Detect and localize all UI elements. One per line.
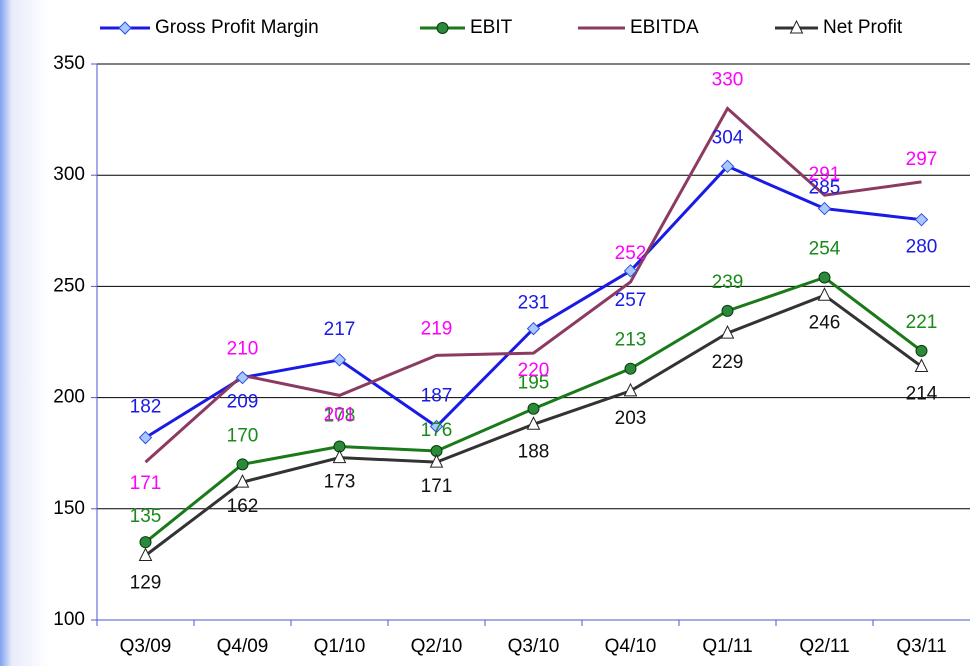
marker <box>332 449 347 464</box>
marker <box>818 271 831 284</box>
data-label: 213 <box>615 330 647 351</box>
y-tick-label: 300 <box>53 164 85 185</box>
marker <box>235 370 250 385</box>
data-label: 187 <box>421 386 453 407</box>
legend-label: Gross Profit Margin <box>155 17 319 38</box>
series-line <box>144 106 922 464</box>
marker <box>817 201 832 216</box>
marker <box>332 353 347 367</box>
data-label: 171 <box>421 476 453 497</box>
x-tick-label: Q4/09 <box>217 636 269 657</box>
marker <box>817 287 832 301</box>
data-label: 176 <box>421 420 453 441</box>
data-label: 201 <box>324 404 356 425</box>
marker <box>138 547 153 562</box>
x-tick-label: Q4/10 <box>605 636 657 657</box>
legend-label: Net Profit <box>823 17 903 38</box>
marker <box>235 473 250 488</box>
data-label: 219 <box>421 318 453 339</box>
y-tick-label: 200 <box>53 387 85 408</box>
data-label: 231 <box>518 293 550 314</box>
data-label: 171 <box>130 473 162 494</box>
marker <box>236 458 249 471</box>
data-label: 135 <box>130 506 162 527</box>
data-label: 217 <box>324 319 356 340</box>
marker <box>914 358 929 372</box>
marker <box>720 159 735 174</box>
data-label: 330 <box>712 69 744 90</box>
y-tick-label: 150 <box>53 498 85 519</box>
y-tick-label: 350 <box>53 53 85 74</box>
data-label: 221 <box>906 312 938 333</box>
marker <box>623 264 638 278</box>
legend-label: EBIT <box>470 17 513 38</box>
marker <box>138 430 153 445</box>
x-tick-label: Q3/09 <box>120 636 172 657</box>
y-tick-label: 100 <box>53 609 85 630</box>
marker <box>526 321 541 336</box>
data-label: 178 <box>324 406 356 427</box>
data-label: 229 <box>712 352 744 373</box>
x-tick-label: Q1/11 <box>702 636 752 657</box>
x-tick-label: Q1/10 <box>314 636 366 657</box>
data-label: 188 <box>518 441 550 462</box>
data-label: 170 <box>227 425 259 446</box>
marker <box>914 212 929 227</box>
data-label: 209 <box>227 392 259 413</box>
data-label: 195 <box>518 373 550 394</box>
marker <box>624 362 637 375</box>
marker <box>720 324 735 339</box>
data-label: 210 <box>227 338 259 359</box>
marker <box>526 416 541 430</box>
marker <box>789 19 804 34</box>
x-tick-label: Q2/11 <box>799 636 849 657</box>
marker <box>429 419 444 434</box>
marker <box>721 304 734 317</box>
marker <box>915 344 928 357</box>
data-label: 246 <box>809 312 841 333</box>
x-tick-label: Q3/10 <box>508 636 560 657</box>
data-label: 285 <box>809 178 841 199</box>
data-label: 239 <box>712 272 744 293</box>
data-label: 304 <box>712 127 744 148</box>
legend-label: EBITDA <box>630 17 699 38</box>
data-label: 280 <box>906 237 938 258</box>
data-label: 220 <box>518 360 550 381</box>
marker <box>139 536 152 549</box>
data-label: 257 <box>615 290 647 311</box>
data-label: 173 <box>324 472 356 493</box>
marker <box>118 21 132 35</box>
y-tick-label: 250 <box>53 275 85 296</box>
data-label: 203 <box>615 408 647 429</box>
x-tick-label: Q2/10 <box>411 636 463 657</box>
data-label: 182 <box>130 397 162 418</box>
data-label: 297 <box>906 149 938 170</box>
data-label: 252 <box>615 243 647 264</box>
x-tick-label: Q3/11 <box>896 636 946 657</box>
data-label: 291 <box>809 164 841 185</box>
marker <box>436 22 449 34</box>
marker <box>623 382 638 397</box>
marker <box>429 453 444 468</box>
data-label: 214 <box>906 383 938 404</box>
data-label: 129 <box>130 573 162 594</box>
marker <box>527 402 540 415</box>
data-label: 162 <box>227 496 259 517</box>
data-label: 254 <box>809 239 841 260</box>
